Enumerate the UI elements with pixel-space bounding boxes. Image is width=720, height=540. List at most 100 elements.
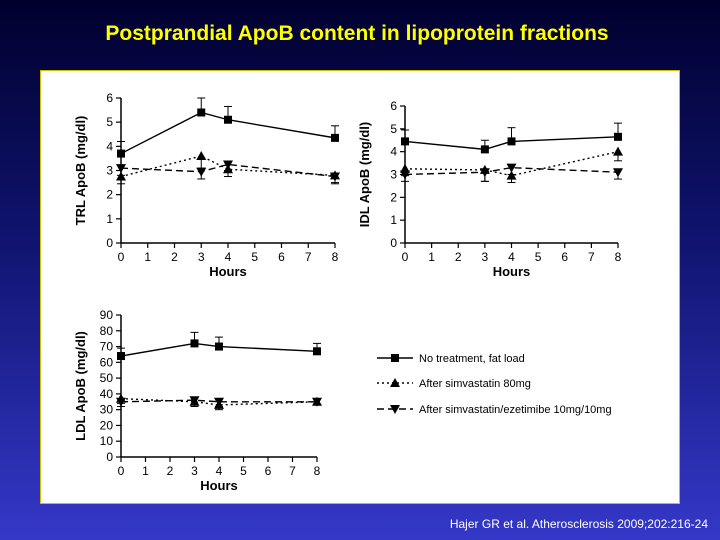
x-tick-label: 4 bbox=[508, 250, 515, 264]
y-tick-label: 50 bbox=[100, 371, 114, 385]
series-0 bbox=[117, 331, 321, 361]
x-tick-label: 3 bbox=[482, 250, 489, 264]
data-point bbox=[117, 352, 125, 361]
x-tick-label: 8 bbox=[314, 464, 321, 478]
legend-marker bbox=[390, 378, 400, 387]
series-line bbox=[404, 150, 619, 177]
data-point bbox=[215, 342, 223, 351]
y-tick-label: 6 bbox=[106, 91, 113, 105]
y-tick-label: 90 bbox=[100, 308, 114, 322]
chart-0: 0 1 2 3 4 5 6 0 1 2 3 4 5 6 7 8 Hours TRL ApoB (mg/dl) bbox=[73, 91, 340, 279]
x-tick-label: 8 bbox=[332, 250, 339, 264]
data-point bbox=[401, 137, 409, 146]
x-tick-label: 8 bbox=[615, 250, 622, 264]
y-tick-label: 3 bbox=[390, 168, 397, 182]
legend-label: After simvastatin 80mg bbox=[419, 378, 531, 390]
data-point bbox=[331, 133, 339, 142]
x-tick-label: 3 bbox=[198, 250, 205, 264]
x-tick-label: 4 bbox=[216, 464, 223, 478]
x-tick-label: 2 bbox=[455, 250, 462, 264]
x-axis-label: Hours bbox=[209, 264, 247, 279]
series-line bbox=[404, 136, 619, 151]
citation: Hajer GR et al. Atherosclerosis 2009;202… bbox=[449, 517, 708, 531]
data-point bbox=[480, 145, 489, 154]
y-tick-label: 4 bbox=[390, 145, 397, 159]
data-point bbox=[400, 170, 410, 180]
data-point bbox=[224, 115, 232, 124]
y-tick-label: 80 bbox=[100, 324, 114, 338]
series-line bbox=[120, 397, 318, 406]
series-2 bbox=[116, 160, 340, 185]
data-point bbox=[190, 339, 199, 348]
data-point bbox=[613, 168, 623, 178]
data-point bbox=[506, 163, 517, 173]
legend-label: No treatment, fat load bbox=[419, 353, 525, 365]
legend-item: After simvastatin/ezetimibe 10mg/10mg bbox=[377, 404, 612, 416]
x-tick-label: 7 bbox=[289, 464, 296, 478]
x-tick-label: 5 bbox=[251, 250, 258, 264]
legend-marker bbox=[391, 354, 399, 362]
data-point bbox=[189, 396, 200, 406]
chart-1: 0 1 2 3 4 5 6 0 1 2 3 4 5 6 7 8 Hours IDL ApoB (mg/dl) bbox=[357, 99, 623, 279]
series-0 bbox=[401, 122, 622, 154]
x-tick-label: 7 bbox=[588, 250, 595, 264]
data-point bbox=[614, 132, 622, 141]
x-tick-label: 1 bbox=[428, 250, 435, 264]
legend-marker bbox=[390, 405, 400, 414]
data-point bbox=[330, 172, 340, 182]
y-tick-label: 30 bbox=[100, 403, 114, 417]
x-axis-label: Hours bbox=[200, 478, 238, 493]
data-point bbox=[117, 149, 125, 158]
y-tick-label: 2 bbox=[106, 188, 113, 202]
data-point bbox=[196, 167, 207, 177]
y-tick-label: 5 bbox=[106, 115, 113, 129]
series-line bbox=[404, 166, 619, 176]
data-point bbox=[116, 164, 126, 174]
y-tick-label: 70 bbox=[100, 340, 114, 354]
series-line bbox=[120, 163, 336, 178]
data-point bbox=[479, 168, 490, 178]
data-point bbox=[506, 170, 517, 180]
x-tick-label: 2 bbox=[171, 250, 178, 264]
legend-label: After simvastatin/ezetimibe 10mg/10mg bbox=[419, 404, 612, 416]
data-point bbox=[507, 137, 516, 146]
y-tick-label: 20 bbox=[100, 418, 114, 432]
y-axis-label: TRL ApoB (mg/dl) bbox=[73, 116, 88, 226]
x-tick-label: 1 bbox=[144, 250, 151, 264]
y-tick-label: 6 bbox=[390, 99, 397, 113]
y-axis-label: IDL ApoB (mg/dl) bbox=[357, 122, 372, 227]
y-tick-label: 4 bbox=[106, 139, 113, 153]
legend-item: No treatment, fat load bbox=[377, 353, 525, 365]
x-tick-label: 0 bbox=[118, 250, 125, 264]
data-point bbox=[313, 347, 321, 356]
y-tick-label: 0 bbox=[106, 236, 113, 250]
x-tick-label: 5 bbox=[535, 250, 542, 264]
x-tick-label: 4 bbox=[225, 250, 232, 264]
y-tick-label: 0 bbox=[106, 450, 113, 464]
y-tick-label: 60 bbox=[100, 355, 114, 369]
y-axis-label: LDL ApoB (mg/dl) bbox=[73, 331, 88, 441]
y-tick-label: 1 bbox=[106, 212, 113, 226]
data-point bbox=[214, 397, 224, 407]
data-point bbox=[116, 397, 126, 407]
x-tick-label: 6 bbox=[278, 250, 285, 264]
x-tick-label: 0 bbox=[402, 250, 409, 264]
x-tick-label: 0 bbox=[118, 464, 125, 478]
x-tick-label: 7 bbox=[305, 250, 312, 264]
y-tick-label: 3 bbox=[106, 164, 113, 178]
series-0 bbox=[117, 97, 339, 158]
series-line bbox=[120, 155, 336, 178]
y-tick-label: 2 bbox=[390, 190, 397, 204]
data-point bbox=[613, 146, 623, 156]
y-tick-label: 5 bbox=[390, 122, 397, 136]
series-line bbox=[120, 399, 317, 403]
data-point bbox=[223, 160, 233, 170]
series-line bbox=[120, 342, 318, 357]
x-tick-label: 6 bbox=[561, 250, 568, 264]
x-tick-label: 6 bbox=[265, 464, 272, 478]
y-tick-label: 40 bbox=[100, 387, 114, 401]
data-point bbox=[312, 397, 322, 407]
data-point bbox=[197, 108, 206, 117]
